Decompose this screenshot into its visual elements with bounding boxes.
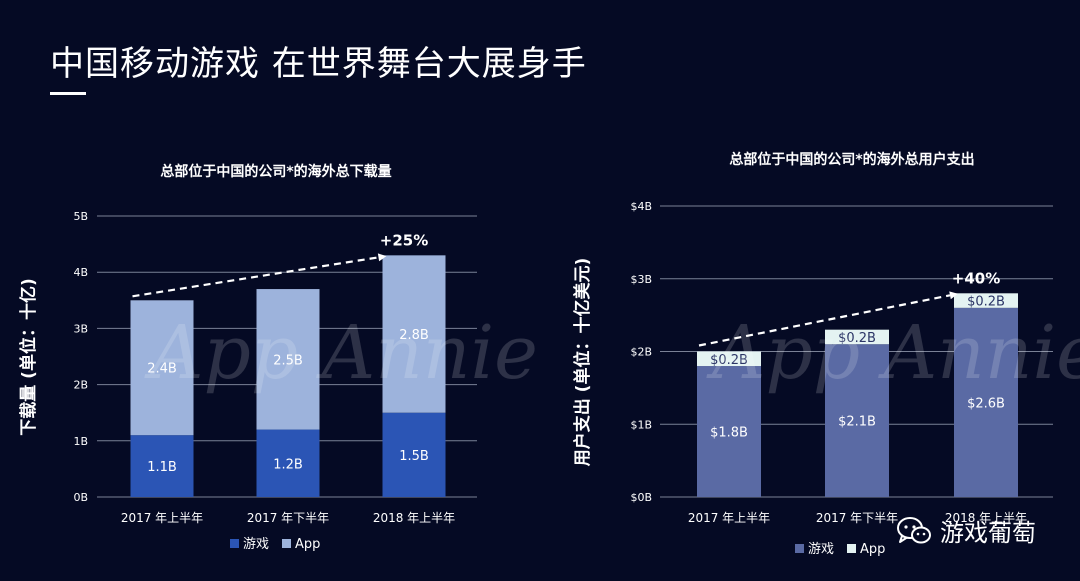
dl-y-tick-label-5: 5B [73,210,88,223]
dl-bar-游戏-2 [382,412,446,497]
spend-growth-arrow-head [949,291,958,300]
dl-data-label-游戏-0: 1.1B [147,460,177,475]
spend-data-label-App-1: $0.2B [838,331,876,346]
dl-y-tick-label-4: 4B [73,266,88,279]
dl-data-label-App-0: 2.4B [147,362,177,377]
dl-x-tick-label-2: 2018 年上半年 [373,511,455,525]
spend-y-tick-label-0: $0B [630,491,652,504]
dl-legend-label-App: App [295,537,320,552]
dl-bar-App-0 [130,300,194,436]
dl-legend-swatch-游戏 [230,539,239,548]
dl-y-tick-label-3: 3B [73,322,88,335]
spend-legend-label-App: App [860,542,885,557]
spend-y-tick-label-4: $4B [630,200,652,213]
dl-growth-arrow-line [132,256,379,298]
spend-growth-arrow-line [698,294,951,347]
dl-legend-swatch-App [282,539,291,548]
dl-bar-游戏-1 [256,429,320,497]
spend-bar-App-0 [697,351,761,367]
spend-bar-App-2 [954,293,1018,308]
spend-data-label-游戏-1: $2.1B [838,415,876,430]
dl-y-tick-label-0: 0B [73,491,88,504]
dl-x-tick-label-0: 2017 年上半年 [121,511,203,525]
dl-legend-label-游戏: 游戏 [243,537,269,552]
spend-bar-游戏-1 [825,344,889,497]
spend-data-label-App-0: $0.2B [710,353,748,368]
dl-y-axis-label: 下载量 (单位：十亿) [18,278,39,435]
dl-bar-App-1 [256,289,320,430]
dl-data-label-游戏-2: 1.5B [399,449,429,464]
dl-growth-arrow-head [377,253,387,262]
spend-bar-游戏-0 [697,366,761,497]
spend-legend-swatch-App [847,544,856,553]
dl-data-label-游戏-1: 1.2B [273,457,303,472]
spend-bar-App-1 [825,329,889,345]
dl-chart-title: 总部位于中国的公司*的海外总下载量 [160,163,391,180]
page-title: 中国移动游戏 在世界舞台大展身手 [50,44,587,84]
dl-bar-App-2 [382,255,446,413]
spend-y-tick-label-1: $1B [630,418,652,431]
wechat-icon [897,516,931,543]
spend-x-tick-label-1: 2017 年下半年 [816,511,898,525]
dl-growth-annotation: +25% [380,231,428,249]
dl-data-label-App-1: 2.5B [273,353,303,368]
dl-data-label-App-2: 2.8B [399,328,429,343]
spend-growth-annotation: +40% [952,269,1000,287]
dl-y-tick-label-2: 2B [73,379,88,392]
spend-y-tick-label-3: $3B [630,273,652,286]
dl-x-tick-label-1: 2017 年下半年 [247,511,329,525]
brand: 游戏葡萄 [896,513,1036,548]
spend-chart-title: 总部位于中国的公司*的海外总用户支出 [729,151,974,168]
dl-bar-游戏-0 [130,435,194,497]
dl-y-tick-label-1: 1B [73,435,88,448]
spend-y-axis-label: 用户支出 (单位：十亿美元) [572,258,593,466]
spend-legend-swatch-游戏 [795,544,804,553]
spend-data-label-App-2: $0.2B [967,295,1005,310]
title-underline [50,92,86,95]
brand-name: 游戏葡萄 [940,519,1036,547]
spend-x-tick-label-0: 2017 年上半年 [688,511,770,525]
spend-x-tick-label-2: 2018 年上半年 [945,511,1027,525]
spend-bar-游戏-2 [954,307,1018,497]
spend-legend-label-游戏: 游戏 [808,542,834,557]
spend-data-label-游戏-2: $2.6B [967,396,1005,411]
spend-y-tick-label-2: $2B [630,346,652,359]
spend-data-label-游戏-0: $1.8B [710,426,748,441]
